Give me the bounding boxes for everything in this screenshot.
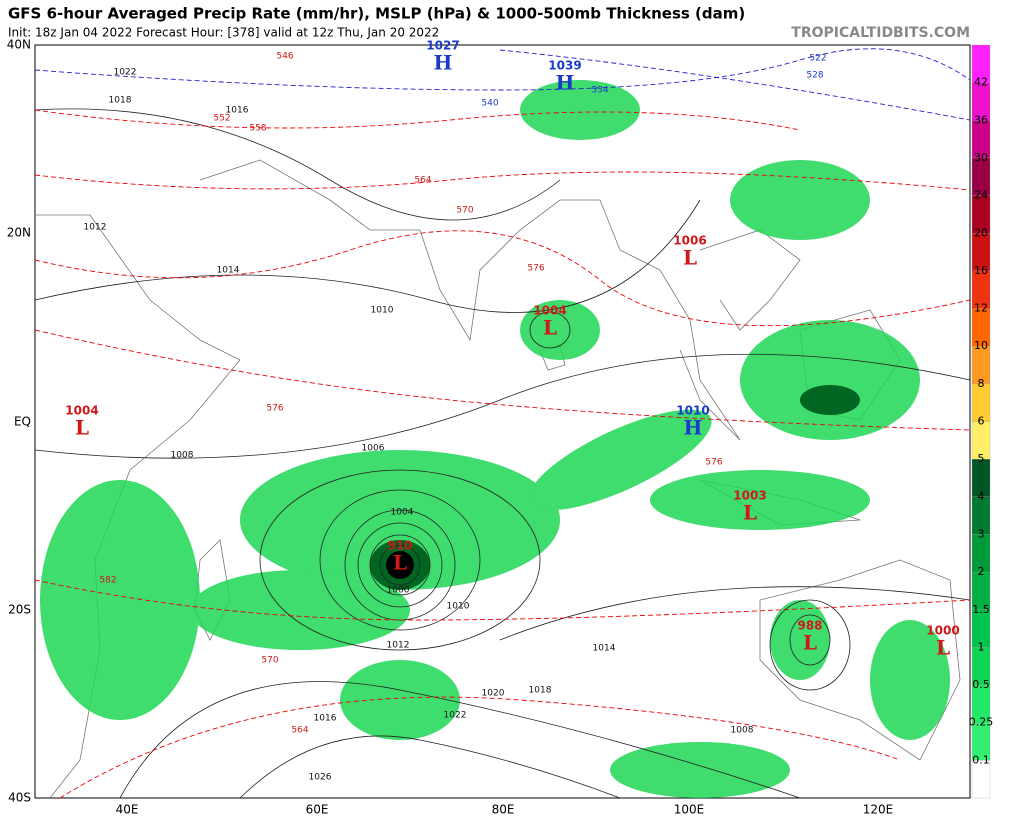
contour-label: 1010 [371,306,394,316]
contour-label: 540 [481,99,498,109]
contour-label: 1022 [444,711,467,721]
center-value: 1039 [548,59,581,73]
colorbar-label: 3 [978,527,985,540]
lat-label: 40N [7,38,31,52]
title: GFS 6-hour Averaged Precip Rate (mm/hr),… [8,5,745,23]
contour-label: 1022 [114,68,137,78]
contour-label: 1026 [309,773,332,783]
lon-label: 120E [863,803,894,817]
contour-label: 1018 [109,96,132,106]
colorbar: 42 36 30 24 20 16 12 10 8 6 5 4 3 2 1.5 1 0.5 0.25 0.1 [969,44,994,799]
lat-label: 20S [8,603,31,617]
contour-label: 1014 [217,266,240,276]
lon-label: 100E [674,803,705,817]
contour-label: 1008 [731,726,754,736]
center-symbol: L [75,416,89,440]
lat-label: EQ [14,415,31,429]
contour-label: 570 [456,206,473,216]
colorbar-label: 36 [974,113,988,126]
contour-label: 546 [276,52,293,62]
center-symbol: L [683,246,697,270]
contour-label: 564 [291,726,308,736]
contour-label: 564 [414,176,431,186]
contour-label: 576 [527,264,544,274]
contour-label: 1012 [387,641,410,651]
colorbar-label: 4 [978,490,985,503]
lon-label: 80E [492,803,515,817]
colorbar-label: 16 [974,264,988,277]
contour-label: 1016 [226,106,249,116]
colorbar-label: 1.5 [972,603,990,616]
colorbar-label: 8 [978,377,985,390]
center-symbol: L [743,501,757,525]
center-symbol: H [684,416,703,440]
center-value: 1003 [733,489,766,503]
colorbar-label: 10 [974,339,988,352]
contour-label: 1020 [482,689,505,699]
center-symbol: L [393,551,407,575]
center-value: 1000 [926,624,959,638]
contour-label: 552 [213,114,230,124]
contour-label: 1006 [362,444,385,454]
colorbar-label: 0.5 [972,678,990,691]
contour-label: 1008 [171,451,194,461]
lon-label: 40E [116,803,139,817]
center-value: 1010 [676,404,709,418]
center-value: 1006 [673,234,706,248]
center-value: 988 [797,619,822,633]
site: TROPICALTIDBITS.COM [791,25,970,41]
center-symbol: L [936,636,950,660]
center-value: 910 [387,539,412,553]
contour-label: 576 [266,404,283,414]
colorbar-label: 0.25 [969,716,994,729]
center-symbol: H [556,71,575,95]
contour-label: 1000 [387,586,410,596]
contour-label: 1010 [447,602,470,612]
center-value: 1004 [65,404,98,418]
contour-label: 1016 [314,714,337,724]
colorbar-label: 30 [974,151,988,164]
contour-label: 1018 [529,686,552,696]
center-symbol: L [543,316,557,340]
lat-label: 20N [7,226,31,240]
center-symbol: L [803,631,817,655]
contour-label: 528 [806,71,823,81]
colorbar-label: 42 [974,76,988,89]
contour-label: 582 [99,576,116,586]
contour-label: 558 [249,124,266,134]
colorbar-swatch [971,760,991,799]
colorbar-label: 20 [974,226,988,239]
colorbar-label: 24 [974,189,988,202]
contour-label: 522 [809,54,826,64]
contour-label: 1014 [593,644,616,654]
contour-label: 1004 [391,508,414,518]
contour-label: 576 [705,458,722,468]
center-value: 1004 [533,304,566,318]
contour-label: 570 [261,656,278,666]
lon-label: 60E [306,803,329,817]
lat-label: 40S [8,791,31,805]
colorbar-label: 2 [978,565,985,578]
colorbar-label: 1 [978,640,985,653]
colorbar-label: 12 [974,302,988,315]
contour-label: 534 [591,86,608,96]
center-symbol: H [434,51,453,75]
colorbar-label: 6 [978,415,985,428]
map-area [34,44,971,799]
contour-label: 1012 [84,223,107,233]
center-value: 1027 [426,39,459,53]
colorbar-label: 0.1 [972,753,990,766]
colorbar-label: 5 [978,452,985,465]
subtitle: Init: 18z Jan 04 2022 Forecast Hour: [37… [8,26,439,40]
